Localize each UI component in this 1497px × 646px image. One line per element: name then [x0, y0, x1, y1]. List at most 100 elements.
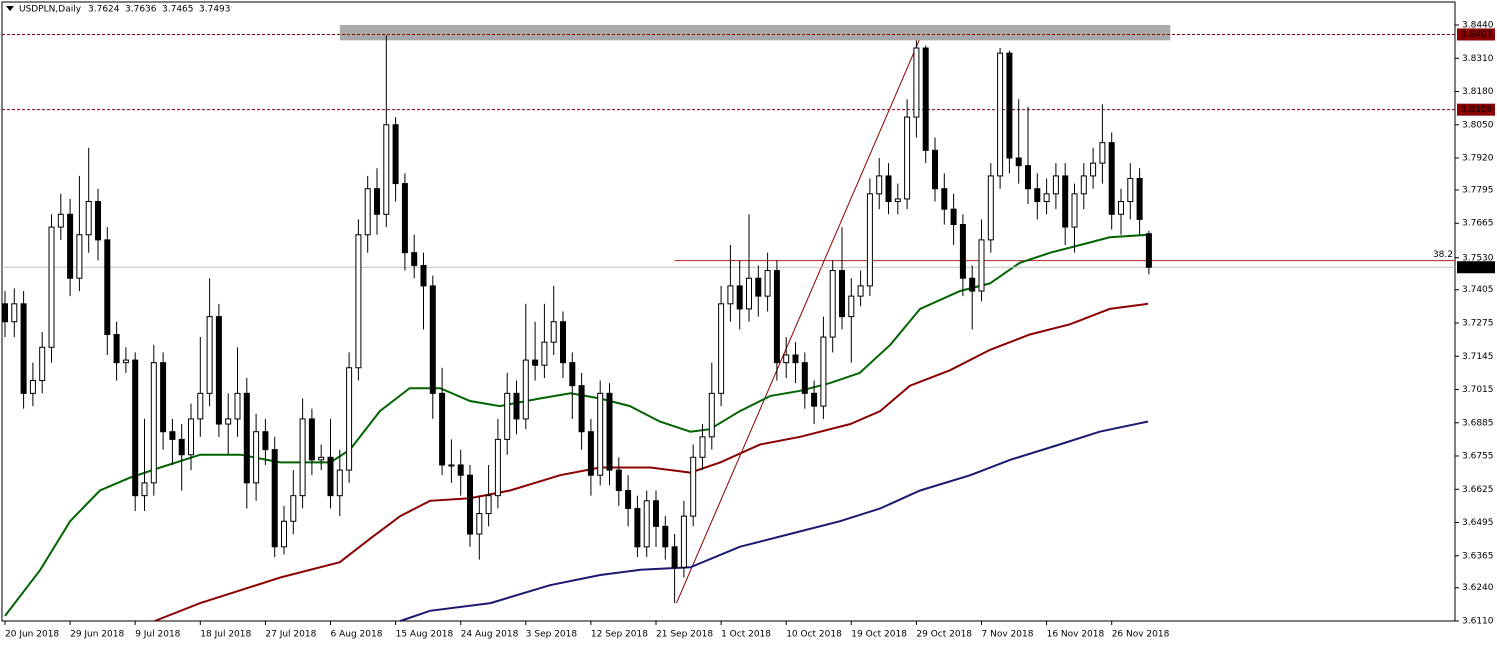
y-tick-label: 3.6755	[1462, 452, 1494, 462]
candle-body	[48, 226, 55, 348]
y-tick-label: 3.7795	[1462, 185, 1494, 195]
x-tick-label: 3 Sep 2018	[526, 630, 578, 640]
candle-body	[587, 431, 594, 476]
x-tick-label: 27 Jul 2018	[265, 630, 316, 640]
candle-body	[913, 47, 920, 118]
candle-body	[662, 525, 669, 548]
y-tick-label: 3.8310	[1462, 54, 1494, 64]
candle-body	[29, 380, 36, 394]
candle-body	[634, 507, 641, 548]
candle-body	[299, 418, 306, 497]
candle-body	[160, 362, 167, 433]
moving-average	[154, 302, 1149, 622]
candle-body	[327, 456, 334, 497]
y-tick-label: 3.6625	[1462, 485, 1494, 495]
header-values: 3.7624 3.7636 3.7465 3.7493	[88, 5, 231, 15]
candle-body	[392, 124, 399, 185]
candle-body	[11, 303, 18, 323]
candle-body	[736, 285, 743, 310]
candle-body	[57, 213, 64, 228]
y-tick-label: 3.6885	[1462, 418, 1494, 428]
candle-body	[922, 47, 929, 151]
candle-body	[513, 392, 520, 420]
x-tick-label: 19 Oct 2018	[851, 630, 907, 640]
fib-label: 38.2	[1433, 250, 1453, 260]
candle-body	[615, 469, 622, 492]
trendline	[676, 40, 920, 604]
candle-body	[234, 392, 241, 420]
x-tick-label: 18 Jul 2018	[200, 630, 251, 640]
x-tick-label: 29 Oct 2018	[916, 630, 972, 640]
candle-body	[820, 336, 827, 407]
candle-body	[336, 469, 343, 497]
candle-body	[755, 277, 762, 297]
candle-body	[532, 359, 539, 366]
x-tick-label: 29 Jun 2018	[70, 630, 124, 640]
candle-body	[885, 175, 892, 202]
candle-body	[643, 500, 650, 548]
candle-body	[857, 285, 864, 297]
candle-body	[429, 285, 436, 394]
candle-body	[811, 392, 818, 407]
candle-body	[178, 438, 185, 456]
candle-body	[318, 456, 325, 461]
candle-body	[290, 495, 297, 522]
candle-body	[941, 188, 948, 210]
header-value: 3.7465	[162, 5, 194, 15]
candle-body	[653, 500, 659, 527]
plot-frame	[1, 1, 1456, 622]
candle-body	[262, 431, 269, 451]
candle-body	[904, 116, 911, 200]
candle-body	[374, 188, 380, 215]
candle-body	[197, 392, 204, 420]
candle-body	[346, 367, 353, 471]
candle-body	[783, 354, 790, 364]
y-tick-label: 3.6240	[1462, 583, 1494, 593]
candle-body	[1127, 177, 1134, 202]
resistance-zone	[339, 25, 1171, 41]
x-tick-label: 20 Jun 2018	[5, 630, 59, 640]
candle-body	[383, 124, 390, 215]
level-label: 3.8403	[1461, 30, 1493, 40]
candle-body	[2, 303, 8, 323]
candle-body	[1034, 188, 1041, 202]
candle-body	[113, 334, 120, 364]
candle-body	[522, 359, 529, 420]
candle-body	[1071, 193, 1078, 228]
last-price-box	[1457, 261, 1495, 274]
level-label-box	[1457, 28, 1495, 41]
y-tick-label: 3.8440	[1462, 21, 1494, 31]
candle-body	[141, 482, 148, 497]
candle-body	[39, 346, 46, 382]
menu-arrow[interactable]	[6, 6, 14, 11]
candle-body	[550, 321, 557, 343]
x-tick-label: 10 Oct 2018	[786, 630, 842, 640]
candle-body	[188, 418, 194, 456]
x-tick-label: 26 Nov 2018	[1112, 630, 1170, 640]
candle-body	[959, 224, 966, 279]
candle-body	[801, 362, 808, 394]
y-tick-label: 3.7015	[1462, 385, 1494, 395]
level-label-box	[1457, 103, 1495, 116]
candle-body	[1090, 162, 1097, 177]
header-value: 3.7636	[125, 5, 157, 15]
candle-body	[718, 303, 725, 394]
candle-body	[355, 234, 362, 369]
candle-body	[950, 208, 957, 226]
candle-body	[411, 252, 418, 266]
last-price-label: 3.7493	[1461, 263, 1493, 273]
x-tick-label: 9 Jul 2018	[135, 630, 180, 640]
candle-body	[541, 341, 548, 366]
candle-body	[132, 359, 139, 497]
candle-body	[1043, 193, 1050, 202]
candle-body	[987, 175, 994, 241]
candle-body	[420, 264, 427, 287]
candle-body	[969, 277, 976, 292]
candle-body	[95, 200, 101, 241]
y-tick-label: 3.7405	[1462, 285, 1494, 295]
header-value: 3.7624	[88, 5, 120, 15]
chart-title: USDPLN,Daily	[19, 5, 82, 15]
candle-body	[467, 474, 473, 535]
candle-body	[578, 385, 585, 433]
header-value: 3.7493	[199, 5, 231, 15]
